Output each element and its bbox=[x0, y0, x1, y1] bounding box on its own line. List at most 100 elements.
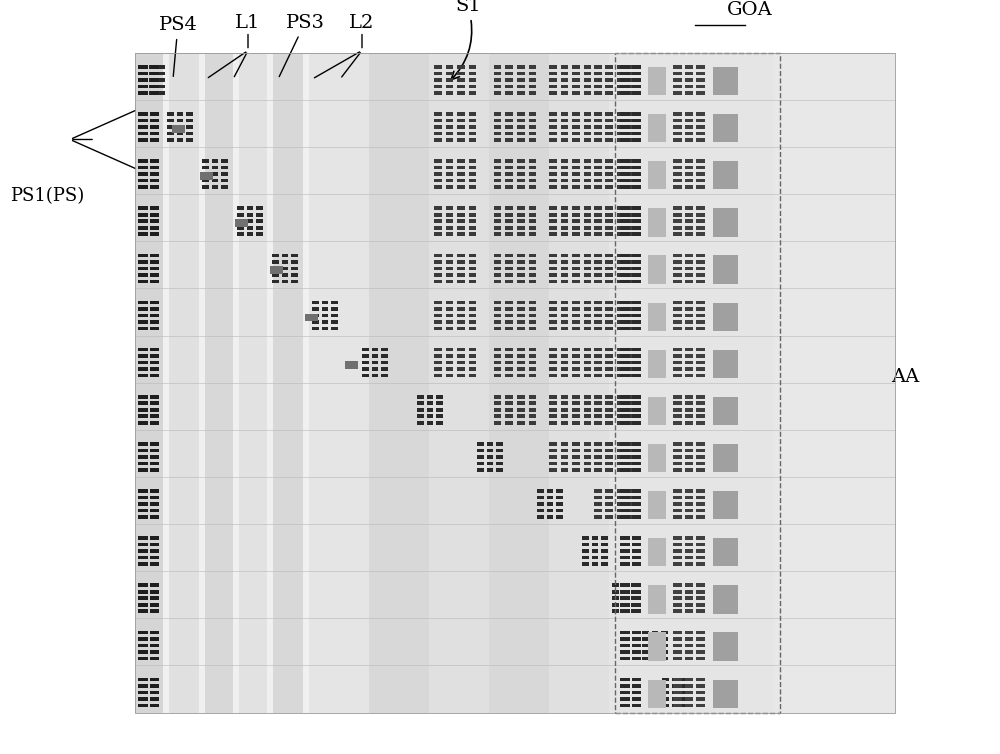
Bar bbox=[282, 273, 288, 277]
Bar bbox=[247, 213, 253, 216]
Bar bbox=[149, 65, 155, 69]
Bar bbox=[505, 213, 513, 216]
Bar bbox=[528, 172, 536, 176]
Bar bbox=[517, 301, 524, 305]
Bar bbox=[528, 112, 536, 116]
Bar bbox=[673, 415, 682, 418]
Bar bbox=[620, 172, 630, 176]
Bar bbox=[584, 125, 591, 129]
Bar bbox=[620, 691, 630, 694]
Bar bbox=[291, 280, 298, 284]
Bar bbox=[696, 260, 705, 264]
Bar bbox=[138, 489, 148, 493]
Bar bbox=[696, 549, 705, 553]
Bar bbox=[685, 314, 693, 317]
Bar bbox=[138, 219, 148, 223]
Bar bbox=[685, 543, 693, 547]
Bar bbox=[673, 401, 682, 405]
Bar bbox=[560, 91, 568, 95]
Bar bbox=[685, 179, 693, 182]
Bar bbox=[517, 213, 524, 216]
Bar bbox=[547, 495, 553, 499]
Bar bbox=[629, 260, 636, 264]
Bar bbox=[696, 132, 705, 136]
Bar bbox=[150, 326, 159, 330]
Bar bbox=[685, 691, 693, 694]
Bar bbox=[685, 536, 693, 540]
Bar bbox=[505, 395, 513, 399]
Bar bbox=[605, 314, 613, 317]
Bar bbox=[517, 354, 524, 358]
Bar bbox=[696, 65, 705, 69]
Bar bbox=[617, 185, 624, 189]
Bar bbox=[584, 72, 591, 75]
Bar bbox=[282, 260, 288, 264]
Bar bbox=[629, 185, 636, 189]
Bar bbox=[381, 367, 388, 371]
Bar bbox=[322, 320, 328, 323]
Bar bbox=[138, 657, 148, 661]
Bar bbox=[517, 72, 524, 75]
Bar bbox=[237, 213, 244, 216]
Bar bbox=[605, 213, 613, 216]
Bar bbox=[434, 226, 442, 229]
Bar bbox=[622, 603, 628, 606]
Bar bbox=[139, 65, 146, 69]
Bar bbox=[652, 650, 658, 654]
Bar bbox=[673, 132, 682, 136]
Bar bbox=[272, 273, 279, 277]
Bar bbox=[560, 138, 568, 142]
Bar bbox=[620, 260, 630, 264]
Bar bbox=[528, 84, 536, 88]
Bar bbox=[594, 395, 602, 399]
Bar bbox=[138, 502, 148, 506]
Bar bbox=[672, 697, 678, 701]
Bar bbox=[620, 273, 630, 277]
Bar bbox=[605, 421, 613, 425]
Bar bbox=[309, 53, 369, 713]
Bar bbox=[584, 314, 591, 317]
Bar bbox=[617, 449, 624, 452]
Bar bbox=[685, 232, 693, 236]
Bar bbox=[138, 280, 148, 284]
Bar bbox=[594, 401, 602, 405]
Bar bbox=[434, 72, 442, 75]
Bar bbox=[138, 509, 148, 513]
Bar bbox=[605, 489, 613, 493]
Bar bbox=[572, 78, 580, 81]
Bar bbox=[494, 232, 501, 236]
Bar bbox=[615, 53, 780, 713]
Bar bbox=[617, 260, 624, 264]
Bar bbox=[617, 314, 624, 317]
Bar bbox=[549, 449, 556, 452]
Bar bbox=[560, 408, 568, 412]
Bar bbox=[150, 367, 159, 371]
Bar bbox=[632, 455, 641, 458]
Bar bbox=[468, 354, 476, 358]
Bar bbox=[528, 307, 536, 311]
Bar bbox=[696, 684, 705, 688]
Bar bbox=[673, 374, 682, 378]
Bar bbox=[605, 132, 613, 136]
Bar bbox=[528, 348, 536, 351]
Bar bbox=[594, 132, 602, 136]
Bar bbox=[150, 166, 159, 170]
Bar bbox=[372, 367, 378, 371]
Bar bbox=[601, 536, 608, 540]
Bar bbox=[584, 415, 591, 418]
Bar bbox=[560, 326, 568, 330]
Bar bbox=[617, 112, 624, 116]
Bar bbox=[150, 502, 159, 506]
Bar bbox=[505, 185, 513, 189]
Bar bbox=[505, 84, 513, 88]
Bar bbox=[434, 207, 442, 210]
Bar bbox=[381, 348, 388, 351]
Bar bbox=[673, 273, 682, 277]
Bar bbox=[685, 449, 693, 452]
Bar bbox=[584, 253, 591, 257]
Bar bbox=[457, 207, 464, 210]
Bar bbox=[572, 138, 580, 142]
Bar bbox=[427, 395, 433, 399]
Bar bbox=[427, 415, 433, 418]
Bar bbox=[584, 348, 591, 351]
